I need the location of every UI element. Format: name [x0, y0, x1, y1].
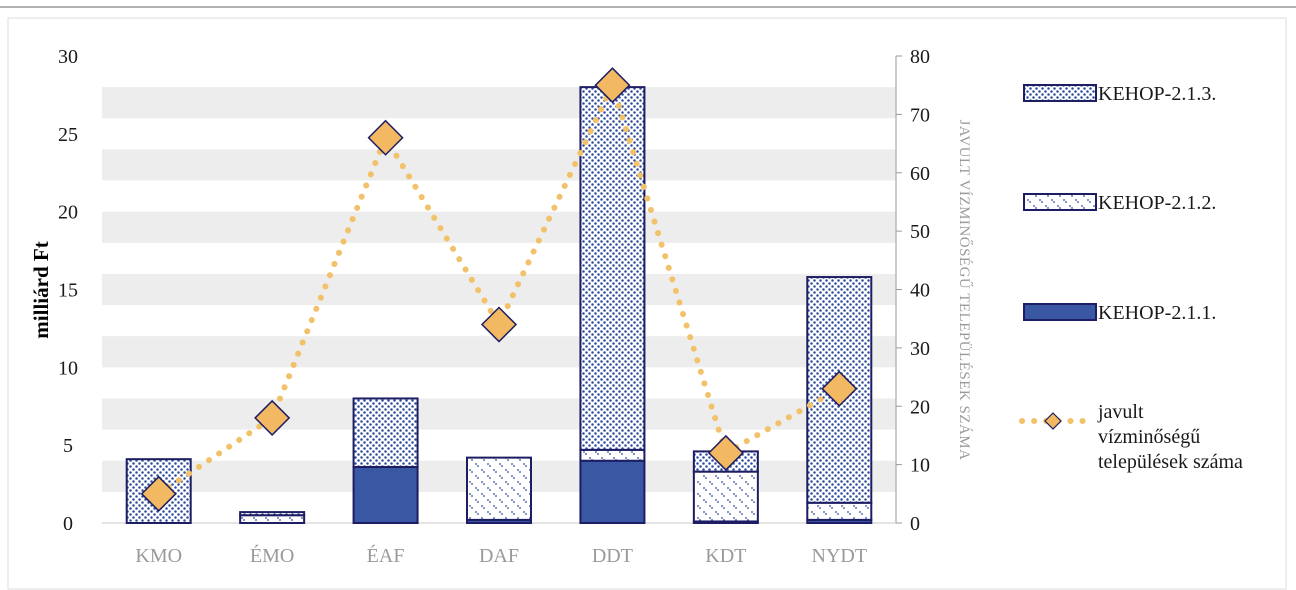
y2-tick-label: 10	[910, 455, 930, 477]
legend-swatch	[1023, 84, 1097, 102]
x-category-label: DDT	[592, 545, 633, 567]
bar-segment-2	[692, 470, 759, 523]
y-tick-label: 20	[58, 202, 78, 224]
legend-label: KEHOP-2.1.1.	[1098, 302, 1216, 324]
y-tick-label: 30	[58, 46, 78, 68]
x-category-label: KDT	[705, 545, 746, 567]
y2-tick-label: 0	[910, 513, 920, 535]
legend-marker-swatch	[1044, 412, 1062, 430]
grid-band	[102, 87, 896, 119]
y-tick-label: 15	[58, 280, 78, 302]
bar-segment-2	[239, 514, 306, 525]
y-tick-label: 25	[58, 124, 78, 146]
line-series	[140, 67, 858, 512]
line-marker	[821, 370, 858, 407]
x-category-label: ÉAF	[367, 544, 405, 567]
grid-band	[102, 149, 896, 181]
legend-label-line: vízminőségű	[1098, 426, 1200, 448]
y2-tick-label: 80	[910, 46, 930, 68]
grid-band	[102, 398, 896, 430]
line-marker	[594, 67, 631, 104]
legend-label: KEHOP-2.1.3.	[1098, 83, 1216, 105]
line-marker	[254, 399, 291, 436]
grid-band	[102, 273, 896, 306]
line-marker	[480, 306, 518, 343]
bar-segment-1	[352, 465, 419, 524]
legend-swatch	[1023, 303, 1097, 321]
legend-label-line: javult	[1097, 401, 1144, 423]
bar-segment-3	[239, 511, 306, 517]
y-axis-label: milliárd Ft	[29, 241, 53, 338]
bar-segment-3	[579, 86, 646, 451]
y-tick-label: 5	[63, 435, 73, 457]
legend-label: javult vízminőségű települések száma	[1097, 401, 1243, 473]
legend-label-line: települések száma	[1098, 451, 1243, 473]
y2-tick-label: 30	[910, 338, 930, 360]
y2-axis-label: JAVULT VÍZMINŐSÉGŰ TELEPÜLÉSEK SZÁMA	[956, 120, 973, 461]
line-marker	[707, 434, 744, 472]
line-marker	[367, 119, 404, 156]
line-marker	[140, 475, 177, 512]
bar-segment-1	[579, 459, 646, 525]
x-category-label: NYDT	[812, 545, 868, 567]
y2-tick-label: 70	[910, 104, 930, 126]
y-tick-label: 10	[58, 357, 78, 379]
y-tick-label: 0	[63, 513, 73, 535]
x-category-label: KMO	[135, 545, 182, 567]
bar-segment-2	[579, 448, 646, 462]
bar-segment-2	[806, 501, 873, 521]
legend-swatch	[1023, 193, 1097, 211]
y2-tick-label: 20	[910, 396, 930, 418]
x-category-label: DAF	[479, 545, 519, 567]
bar-segment-2	[466, 456, 532, 521]
legend-label: KEHOP-2.1.2.	[1098, 192, 1216, 214]
y2-tick-label: 50	[910, 221, 930, 243]
y2-tick-label: 60	[910, 163, 930, 185]
legend: KEHOP-2.1.3. KEHOP-2.1.2. KEHOP-2.1.1. javu…	[1019, 83, 1243, 473]
bar-segment-3	[352, 397, 419, 468]
y2-tick-label: 40	[910, 280, 930, 302]
axes: 0 5 10 15 20 25 30 0 10 20 30 40 50 60 70 80 KMO ÉMO ÉAF DA…	[58, 46, 930, 567]
x-category-label: ÉMO	[250, 544, 294, 567]
grid-band	[102, 211, 896, 243]
